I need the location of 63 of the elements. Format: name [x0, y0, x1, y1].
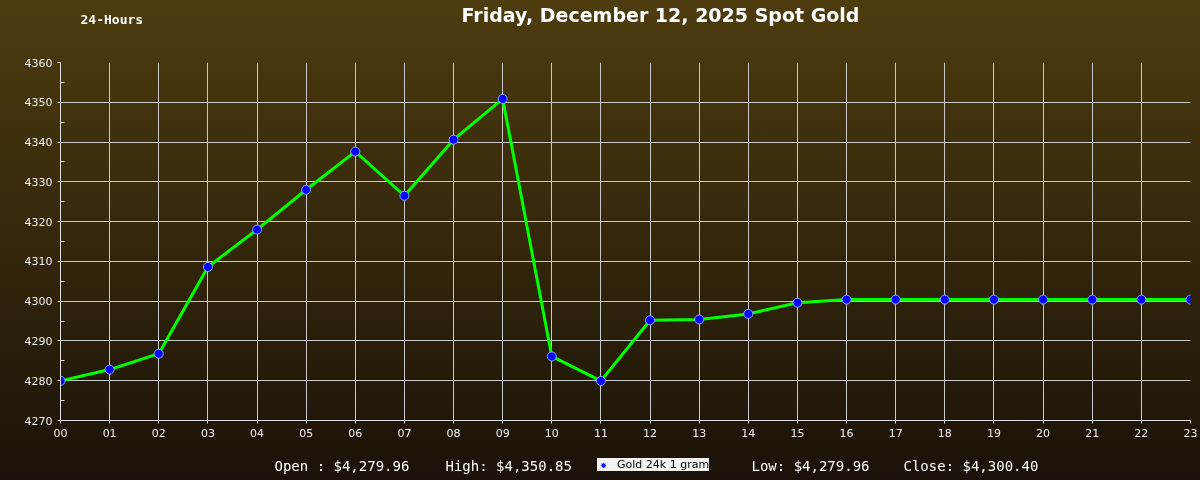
- point: [939, 294, 950, 305]
- point: [252, 224, 263, 235]
- x-tick-label: 00: [53, 426, 68, 440]
- text: 24-Hours: [80, 12, 144, 27]
- x-tick-label: 07: [397, 426, 412, 440]
- y-tick-label: 4310: [24, 255, 53, 269]
- x-tick-label: 03: [200, 426, 215, 440]
- point: [1087, 294, 1098, 305]
- point: [202, 261, 213, 272]
- point: [890, 294, 901, 305]
- y-tick-label: 4270: [24, 414, 53, 428]
- text: High: $4,350.85: [445, 457, 572, 474]
- point: [595, 375, 606, 386]
- y-tick-label: 4320: [24, 215, 53, 229]
- point: [694, 314, 705, 325]
- point: [546, 351, 557, 362]
- x-tick-label: 23: [1183, 426, 1198, 440]
- y-tick-label: 4350: [24, 96, 53, 110]
- x-tick-label: 11: [593, 426, 608, 440]
- point: [988, 294, 999, 305]
- x-tick-label: 08: [446, 426, 461, 440]
- x-tick-label: 09: [495, 426, 510, 440]
- point: [1136, 294, 1147, 305]
- x-tick-label: 05: [299, 426, 314, 440]
- text: Close: $4,300.40: [903, 457, 1039, 474]
- point: [841, 294, 852, 305]
- point: [792, 297, 803, 308]
- x-tick-label: 20: [1036, 426, 1051, 440]
- y-tick-label: 4300: [24, 295, 53, 309]
- x-tick-label: 04: [250, 426, 265, 440]
- x-tick-label: 14: [741, 426, 756, 440]
- x-tick-label: 17: [888, 426, 903, 440]
- x-tick-label: 19: [986, 426, 1001, 440]
- x-tick-label: 21: [1085, 426, 1100, 440]
- x-tick-label: 15: [790, 426, 805, 440]
- x-tick-label: 02: [151, 426, 166, 440]
- x-tick-label: 13: [692, 426, 707, 440]
- y-tick-label: 4280: [24, 374, 53, 388]
- point: [350, 146, 361, 157]
- text: Open : $4,279.96: [274, 457, 410, 474]
- x-tick-label: 18: [937, 426, 952, 440]
- point: [645, 315, 656, 326]
- y-tick-label: 4340: [24, 136, 53, 150]
- point: [104, 364, 115, 375]
- y-tick-label: 4290: [24, 334, 53, 348]
- point: [497, 93, 508, 104]
- point: [399, 190, 410, 201]
- point: [301, 184, 312, 195]
- x-tick-label: 10: [544, 426, 559, 440]
- x-tick-label: 06: [348, 426, 363, 440]
- x-tick-label: 16: [839, 426, 854, 440]
- x-tick-label: 12: [643, 426, 658, 440]
- y-tick-label: 4330: [24, 175, 53, 189]
- text: Low: $4,279.96: [751, 457, 870, 474]
- y-tick-label: 4360: [24, 56, 53, 70]
- x-tick-label: 01: [102, 426, 117, 440]
- point: [153, 348, 164, 359]
- point: [1038, 294, 1049, 305]
- point: [448, 134, 459, 145]
- x-tick-label: 22: [1134, 426, 1149, 440]
- point: [743, 308, 754, 319]
- legend-label: Gold 24k 1 gram: [617, 458, 710, 471]
- chart-title: Friday, December 12, 2025 Spot Gold: [461, 3, 860, 26]
